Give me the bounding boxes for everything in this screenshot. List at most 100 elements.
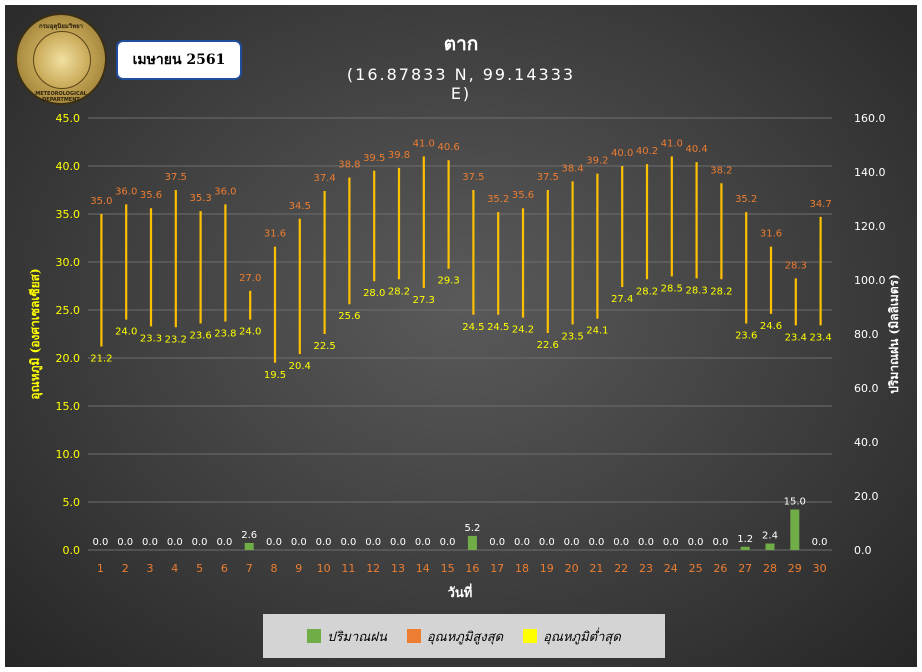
x-tick-label: 22 — [614, 562, 628, 575]
tmax-data-label: 41.0 — [413, 138, 435, 149]
y-left-axis-title: อุณหภูมิ (องศาเซลเซียส) — [28, 268, 43, 399]
tmin-data-label: 22.6 — [537, 340, 559, 351]
tmin-data-label: 23.5 — [561, 331, 583, 342]
tmin-data-label: 23.4 — [809, 332, 831, 343]
tmin-data-label: 23.3 — [140, 333, 162, 344]
x-tick-label: 8 — [271, 562, 278, 575]
logo-bottom-text: METEOROLOGICAL DEPARTMENT — [35, 91, 87, 103]
tmin-data-label: 24.5 — [462, 322, 484, 333]
rain-data-label: 0.0 — [365, 537, 381, 548]
rain-data-label: 0.0 — [340, 537, 356, 548]
tmin-data-label: 25.6 — [338, 311, 360, 322]
tmin-data-label: 29.3 — [437, 276, 459, 287]
x-tick-label: 4 — [171, 562, 178, 575]
rain-data-label: 0.0 — [638, 537, 654, 548]
x-tick-label: 16 — [465, 562, 479, 575]
tmax-data-label: 31.6 — [760, 229, 782, 240]
y-right-tick-label: 0.0 — [854, 544, 872, 557]
tmax-data-label: 39.8 — [388, 150, 410, 161]
x-tick-label: 23 — [639, 562, 653, 575]
tmax-data-label: 40.4 — [685, 144, 707, 155]
rain-data-label: 0.0 — [92, 537, 108, 548]
x-tick-label: 18 — [515, 562, 529, 575]
tmin-data-label: 22.5 — [313, 341, 335, 352]
tmin-data-label: 28.3 — [685, 285, 707, 296]
tmax-data-label: 35.6 — [512, 190, 534, 201]
weather-chart: 0.05.010.015.020.025.030.035.040.045.00.… — [28, 112, 901, 601]
rain-data-label: 0.0 — [514, 537, 530, 548]
rain-data-label: 0.0 — [316, 537, 332, 548]
tmax-data-label: 27.0 — [239, 273, 261, 284]
meteorological-department-logo: กรมอุตุนิยมวิทยา METEOROLOGICAL DEPARTME… — [15, 13, 107, 105]
x-tick-label: 21 — [589, 562, 603, 575]
tmax-data-label: 35.2 — [735, 194, 757, 205]
y-right-tick-label: 100.0 — [854, 274, 886, 287]
tmax-data-label: 34.5 — [289, 201, 311, 212]
y-left-tick-label: 15.0 — [56, 400, 81, 413]
tmax-data-label: 41.0 — [661, 138, 683, 149]
rain-data-label: 0.0 — [564, 537, 580, 548]
x-tick-label: 15 — [441, 562, 455, 575]
x-tick-label: 1 — [97, 562, 104, 575]
station-title: ตาก — [443, 33, 479, 55]
y-right-tick-label: 160.0 — [854, 112, 886, 125]
logo-top-text: กรมอุตุนิยมวิทยา — [38, 23, 84, 30]
station-coordinates: (16.87833 N, 99.14333 E) — [346, 65, 576, 103]
x-tick-label: 14 — [416, 562, 430, 575]
y-right-tick-label: 120.0 — [854, 220, 886, 233]
legend-label-tmin: อุณหภูมิต่ำสุด — [543, 629, 621, 645]
rain-data-label: 0.0 — [390, 537, 406, 548]
tmin-data-label: 23.8 — [214, 329, 236, 340]
tmax-data-label: 36.0 — [214, 186, 236, 197]
rain-data-label: 0.0 — [266, 537, 282, 548]
tmin-data-label: 28.5 — [661, 283, 683, 294]
rain-data-label: 0.0 — [539, 537, 555, 548]
y-left-tick-label: 20.0 — [56, 352, 81, 365]
x-tick-label: 9 — [295, 562, 302, 575]
x-tick-label: 26 — [713, 562, 727, 575]
y-left-tick-label: 5.0 — [63, 496, 81, 509]
legend-swatch-tmax — [406, 629, 421, 643]
tmin-data-label: 24.2 — [512, 325, 534, 336]
rain-data-label: 5.2 — [464, 523, 480, 534]
rain-data-label: 0.0 — [688, 537, 704, 548]
legend-swatch-rain — [307, 629, 322, 643]
tmin-data-label: 23.4 — [785, 332, 807, 343]
tmin-data-label: 23.6 — [735, 330, 757, 341]
x-tick-label: 28 — [763, 562, 777, 575]
x-tick-label: 12 — [366, 562, 380, 575]
x-tick-label: 30 — [813, 562, 827, 575]
x-tick-label: 6 — [221, 562, 228, 575]
rain-data-label: 0.0 — [167, 537, 183, 548]
tmax-data-label: 35.2 — [487, 194, 509, 205]
tmax-data-label: 36.0 — [115, 186, 137, 197]
x-tick-label: 2 — [122, 562, 129, 575]
y-right-tick-label: 40.0 — [854, 436, 879, 449]
x-tick-label: 5 — [196, 562, 203, 575]
rain-data-label: 0.0 — [142, 537, 158, 548]
rain-data-label: 0.0 — [613, 537, 629, 548]
rain-data-label: 1.2 — [737, 534, 753, 545]
x-tick-label: 24 — [664, 562, 678, 575]
logo-emblem-icon — [33, 31, 91, 89]
legend-label-tmax: อุณหภูมิสูงสุด — [426, 629, 504, 645]
tmax-data-label: 35.3 — [189, 193, 211, 204]
rain-data-label: 0.0 — [291, 537, 307, 548]
rain-bar — [765, 543, 775, 550]
tmax-data-label: 35.0 — [90, 196, 112, 207]
y-left-tick-label: 10.0 — [56, 448, 81, 461]
x-tick-label: 10 — [317, 562, 331, 575]
y-left-tick-label: 45.0 — [56, 112, 81, 125]
y-left-tick-label: 30.0 — [56, 256, 81, 269]
x-axis-title: วันที่ — [448, 583, 473, 601]
tmin-data-label: 28.0 — [363, 288, 385, 299]
tmax-data-label: 34.7 — [809, 199, 831, 210]
tmax-data-label: 39.2 — [586, 156, 608, 167]
tmin-data-label: 24.0 — [115, 327, 137, 338]
tmin-data-label: 28.2 — [388, 286, 410, 297]
tmax-data-label: 38.8 — [338, 160, 360, 171]
tmin-data-label: 24.6 — [760, 321, 782, 332]
x-tick-label: 19 — [540, 562, 554, 575]
y-right-tick-label: 140.0 — [854, 166, 886, 179]
rain-data-label: 0.0 — [440, 537, 456, 548]
